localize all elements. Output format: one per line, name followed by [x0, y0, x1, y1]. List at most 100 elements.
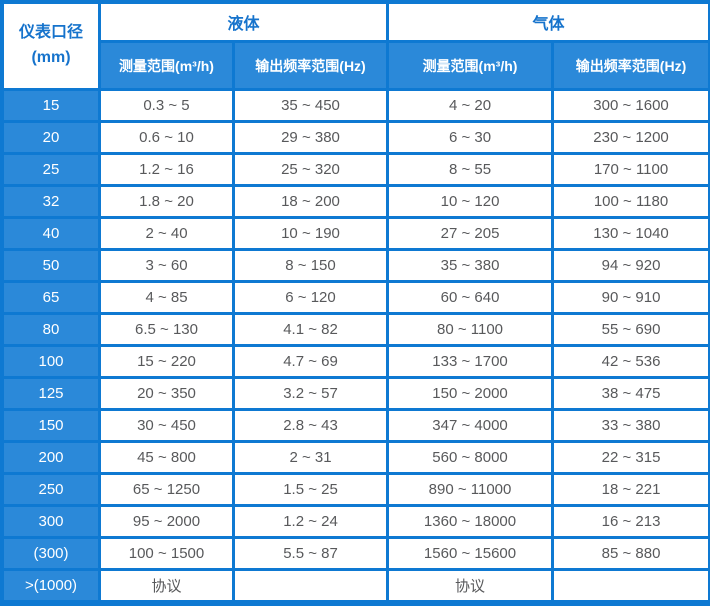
gas-freq-cell: 85 ~ 880 — [554, 539, 709, 568]
liquid-freq-cell: 35 ~ 450 — [235, 91, 387, 120]
port-size-cell: 25 — [4, 155, 98, 184]
corner-header-line1: 仪表口径 — [18, 24, 83, 42]
gas-range-cell: 27 ~ 205 — [389, 219, 552, 248]
liquid-freq-cell: 4.1 ~ 82 — [235, 315, 387, 344]
liquid-freq-cell: 6 ~ 120 — [235, 283, 387, 312]
gas-range-cell: 1560 ~ 15600 — [389, 539, 552, 568]
port-size-cell: 150 — [4, 411, 98, 440]
liquid-range-cell: 30 ~ 450 — [101, 411, 232, 440]
liquid-freq-cell: 4.7 ~ 69 — [235, 347, 387, 376]
liquid-freq-cell — [235, 571, 387, 600]
gas-freq-cell: 100 ~ 1180 — [554, 187, 709, 216]
gas-freq-cell: 55 ~ 690 — [554, 315, 709, 344]
liquid-range-cell: 20 ~ 350 — [101, 379, 232, 408]
gas-freq-cell: 18 ~ 221 — [554, 475, 709, 504]
liquid-range-cell: 45 ~ 800 — [101, 443, 232, 472]
liquid-freq-cell: 5.5 ~ 87 — [235, 539, 387, 568]
port-size-cell: 300 — [4, 507, 98, 536]
liquid-range-cell: 2 ~ 40 — [101, 219, 232, 248]
gas-freq-cell: 42 ~ 536 — [554, 347, 709, 376]
gas-range-cell: 1360 ~ 18000 — [389, 507, 552, 536]
gas-freq-cell: 300 ~ 1600 — [554, 91, 709, 120]
gas-freq-cell — [554, 571, 709, 600]
liquid-range-cell: 协议 — [101, 571, 232, 600]
table-row: 200 45 ~ 800 2 ~ 31 560 ~ 8000 22 ~ 315 — [4, 443, 709, 472]
liquid-freq-cell: 25 ~ 320 — [235, 155, 387, 184]
liquid-range-cell: 4 ~ 85 — [101, 283, 232, 312]
gas-range-cell: 60 ~ 640 — [389, 283, 552, 312]
gas-range-cell: 150 ~ 2000 — [389, 379, 552, 408]
corner-header-cell: 仪表口径 (mm) — [4, 4, 98, 88]
liquid-range-cell: 6.5 ~ 130 — [101, 315, 232, 344]
liquid-freq-cell: 2 ~ 31 — [235, 443, 387, 472]
gas-range-cell: 560 ~ 8000 — [389, 443, 552, 472]
port-size-cell: (300) — [4, 539, 98, 568]
liquid-range-cell: 0.3 ~ 5 — [101, 91, 232, 120]
port-size-cell: 40 — [4, 219, 98, 248]
liquid-freq-cell: 8 ~ 150 — [235, 251, 387, 280]
table-body: 15 0.3 ~ 5 35 ~ 450 4 ~ 20 300 ~ 1600 20… — [4, 91, 709, 600]
table-row: 65 4 ~ 85 6 ~ 120 60 ~ 640 90 ~ 910 — [4, 283, 709, 312]
table-row: 20 0.6 ~ 10 29 ~ 380 6 ~ 30 230 ~ 1200 — [4, 123, 709, 152]
table-row: 32 1.8 ~ 20 18 ~ 200 10 ~ 120 100 ~ 1180 — [4, 187, 709, 216]
gas-range-cell: 133 ~ 1700 — [389, 347, 552, 376]
gas-freq-cell: 16 ~ 213 — [554, 507, 709, 536]
liquid-freq-cell: 29 ~ 380 — [235, 123, 387, 152]
gas-range-cell: 协议 — [389, 571, 552, 600]
port-size-cell: 15 — [4, 91, 98, 120]
sub-header-liquid-range: 测量范围(m³/h) — [101, 43, 232, 88]
port-size-cell: 65 — [4, 283, 98, 312]
gas-freq-cell: 22 ~ 315 — [554, 443, 709, 472]
gas-range-cell: 4 ~ 20 — [389, 91, 552, 120]
gas-range-cell: 347 ~ 4000 — [389, 411, 552, 440]
table-row: 300 95 ~ 2000 1.2 ~ 24 1360 ~ 18000 16 ~… — [4, 507, 709, 536]
gas-range-cell: 6 ~ 30 — [389, 123, 552, 152]
gas-freq-cell: 94 ~ 920 — [554, 251, 709, 280]
port-size-cell: 80 — [4, 315, 98, 344]
table-row: 15 0.3 ~ 5 35 ~ 450 4 ~ 20 300 ~ 1600 — [4, 91, 709, 120]
sub-header-gas-range: 测量范围(m³/h) — [389, 43, 552, 88]
liquid-range-cell: 100 ~ 1500 — [101, 539, 232, 568]
liquid-freq-cell: 18 ~ 200 — [235, 187, 387, 216]
table-row: 150 30 ~ 450 2.8 ~ 43 347 ~ 4000 33 ~ 38… — [4, 411, 709, 440]
liquid-range-cell: 65 ~ 1250 — [101, 475, 232, 504]
port-size-cell: 50 — [4, 251, 98, 280]
gas-range-cell: 80 ~ 1100 — [389, 315, 552, 344]
sub-header-row: 测量范围(m³/h) 输出频率范围(Hz) 测量范围(m³/h) 输出频率范围(… — [4, 43, 709, 88]
liquid-range-cell: 3 ~ 60 — [101, 251, 232, 280]
port-size-cell: 32 — [4, 187, 98, 216]
table-row: 25 1.2 ~ 16 25 ~ 320 8 ~ 55 170 ~ 1100 — [4, 155, 709, 184]
port-size-cell: 125 — [4, 379, 98, 408]
liquid-freq-cell: 10 ~ 190 — [235, 219, 387, 248]
gas-range-cell: 10 ~ 120 — [389, 187, 552, 216]
table-row: 250 65 ~ 1250 1.5 ~ 25 890 ~ 11000 18 ~ … — [4, 475, 709, 504]
liquid-range-cell: 1.2 ~ 16 — [101, 155, 232, 184]
table-row: >(1000) 协议 协议 — [4, 571, 709, 600]
table-row: 125 20 ~ 350 3.2 ~ 57 150 ~ 2000 38 ~ 47… — [4, 379, 709, 408]
gas-freq-cell: 90 ~ 910 — [554, 283, 709, 312]
liquid-range-cell: 0.6 ~ 10 — [101, 123, 232, 152]
table-row: 100 15 ~ 220 4.7 ~ 69 133 ~ 1700 42 ~ 53… — [4, 347, 709, 376]
gas-freq-cell: 38 ~ 475 — [554, 379, 709, 408]
table-row: 80 6.5 ~ 130 4.1 ~ 82 80 ~ 1100 55 ~ 690 — [4, 315, 709, 344]
sub-header-liquid-freq: 输出频率范围(Hz) — [235, 43, 387, 88]
liquid-freq-cell: 3.2 ~ 57 — [235, 379, 387, 408]
liquid-range-cell: 1.8 ~ 20 — [101, 187, 232, 216]
liquid-range-cell: 95 ~ 2000 — [101, 507, 232, 536]
port-size-cell: 100 — [4, 347, 98, 376]
table-row: 50 3 ~ 60 8 ~ 150 35 ~ 380 94 ~ 920 — [4, 251, 709, 280]
corner-header-line2: (mm) — [31, 49, 71, 66]
group-header-liquid: 液体 — [101, 4, 387, 40]
sub-header-gas-freq: 输出频率范围(Hz) — [554, 43, 709, 88]
gas-range-cell: 35 ~ 380 — [389, 251, 552, 280]
liquid-freq-cell: 1.2 ~ 24 — [235, 507, 387, 536]
group-header-gas: 气体 — [389, 4, 709, 40]
port-size-cell: 20 — [4, 123, 98, 152]
port-size-cell: >(1000) — [4, 571, 98, 600]
gas-freq-cell: 33 ~ 380 — [554, 411, 709, 440]
port-size-cell: 200 — [4, 443, 98, 472]
gas-range-cell: 890 ~ 11000 — [389, 475, 552, 504]
group-header-row: 仪表口径 (mm) 液体 气体 — [4, 4, 709, 88]
